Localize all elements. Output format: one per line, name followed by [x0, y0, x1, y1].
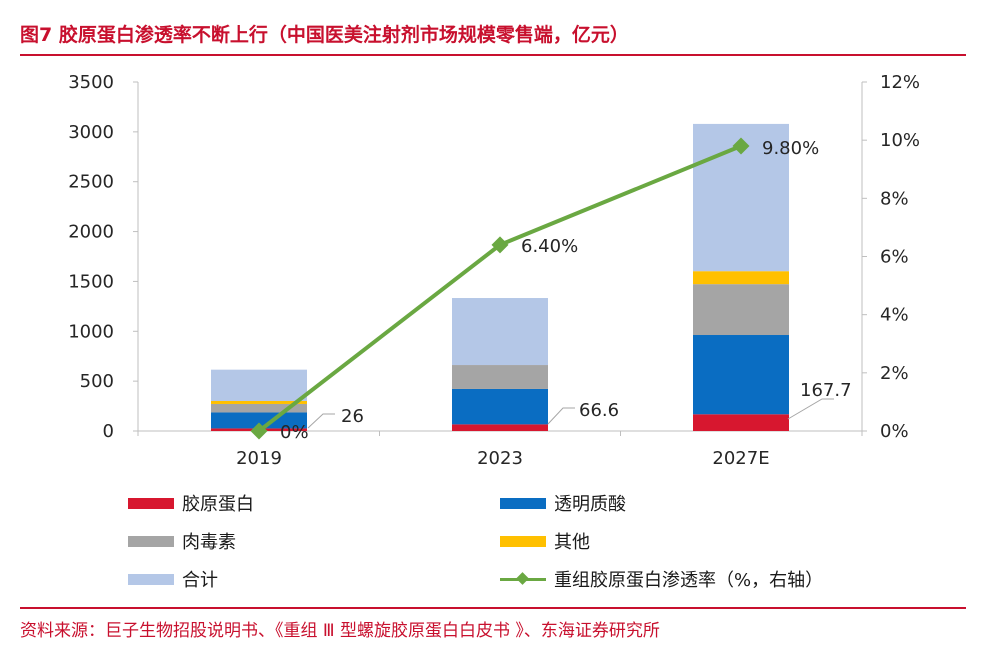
right-tick-label: 6% — [880, 247, 909, 268]
bar-total-2019 — [211, 369, 307, 401]
x-tick-label: 2027E — [712, 448, 769, 469]
left-tick-label: 0 — [103, 421, 114, 442]
left-tick-label: 2000 — [68, 222, 114, 243]
callout-leader — [307, 413, 335, 429]
bar-collagen-2023 — [452, 424, 548, 431]
callout-leader — [547, 407, 575, 425]
left-tick-label: 3500 — [68, 72, 114, 93]
penetration-rate-label: 0% — [280, 422, 309, 443]
title-underline — [20, 54, 966, 56]
left-tick-label: 1000 — [68, 321, 114, 342]
left-tick-label: 3000 — [68, 122, 114, 143]
penetration-rate-label: 6.40% — [521, 236, 578, 257]
left-tick-label: 500 — [80, 371, 114, 392]
chart-plot: 0 500 1000 1500 2000 2500 3000 3500 0% 2% 4% 6% 8% 10… — [68, 72, 920, 469]
right-tick-label: 8% — [880, 188, 909, 209]
penetration-rate-marker — [250, 422, 268, 440]
bar-other-2019 — [211, 400, 307, 404]
right-tick-label: 0% — [880, 421, 909, 442]
left-tick-label: 2500 — [68, 172, 114, 193]
bar-hyaluronic-acid-2019 — [211, 412, 307, 429]
x-tick-label: 2019 — [236, 448, 282, 469]
callout-label: 167.7 — [800, 380, 852, 401]
callout-label: 26 — [341, 406, 364, 427]
right-tick-label: 12% — [880, 72, 920, 93]
callout-label: 66.6 — [579, 400, 619, 421]
penetration-rate-label: 9.80% — [762, 138, 819, 159]
chart-title: 图7 胶原蛋白渗透率不断上行（中国医美注射剂市场规模零售端，亿元） — [20, 24, 629, 46]
bar-other-2027e — [693, 271, 789, 285]
penetration-rate-marker — [491, 236, 509, 254]
right-tick-label: 4% — [880, 305, 909, 326]
left-tick-label: 1500 — [68, 271, 114, 292]
right-tick-label: 10% — [880, 130, 920, 151]
footer-rule — [20, 607, 966, 609]
bar-botox-2023 — [452, 365, 548, 389]
bar-botox-2027e — [693, 284, 789, 336]
bar-hyaluronic-acid-2023 — [452, 388, 548, 425]
right-tick-label: 2% — [880, 363, 909, 384]
bar-total-2023 — [452, 298, 548, 366]
source-note: 资料来源：巨子生物招股说明书、《重组 Ⅲ 型螺旋胶原蛋白白皮书 》、东海证券研究… — [20, 621, 660, 641]
bar-hyaluronic-acid-2027e — [693, 335, 789, 415]
bar-botox-2019 — [211, 403, 307, 413]
bar-collagen-2027e — [693, 414, 789, 431]
x-tick-label: 2023 — [477, 448, 523, 469]
penetration-rate-marker — [732, 137, 750, 155]
callout-leader — [787, 398, 834, 420]
